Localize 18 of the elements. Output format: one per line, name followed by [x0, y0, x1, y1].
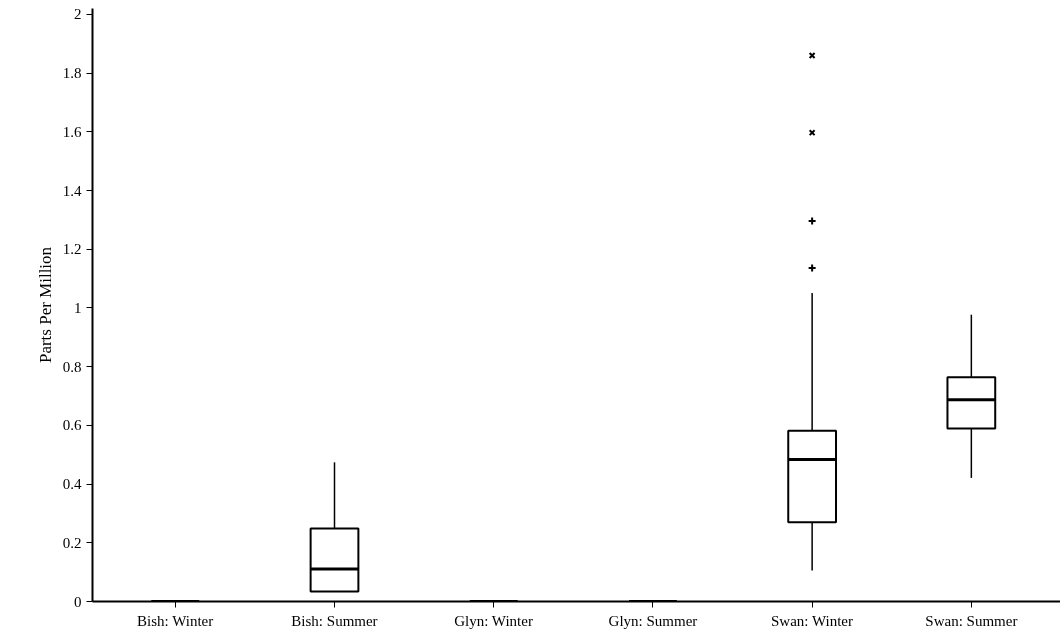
x-tick-label: Glyn: Summer [608, 612, 698, 629]
y-tick-label: 0 [74, 593, 82, 610]
y-axis-title: Parts Per Million [35, 246, 55, 364]
y-tick-label: 0.4 [62, 476, 82, 493]
x-tick-label: Swan: Summer [925, 612, 1018, 629]
y-tick-label: 1.4 [62, 182, 82, 199]
x-tick-label: Bish: Winter [137, 612, 214, 629]
y-tick-label: 1.8 [62, 65, 82, 82]
y-tick-label: 1.2 [62, 241, 82, 258]
x-tick-label: Swan: Winter [770, 612, 854, 629]
x-tick-label: Bish: Summer [291, 612, 378, 629]
y-tick-label: 1 [74, 299, 82, 316]
y-tick-label: 0.8 [62, 358, 82, 375]
x-tick-label: Glyn: Winter [454, 612, 533, 629]
y-tick-label: 0.2 [62, 534, 82, 551]
y-tick-label: 0.6 [62, 417, 82, 434]
y-tick-label: 2 [74, 6, 82, 23]
y-tick-label: 1.6 [62, 123, 82, 140]
